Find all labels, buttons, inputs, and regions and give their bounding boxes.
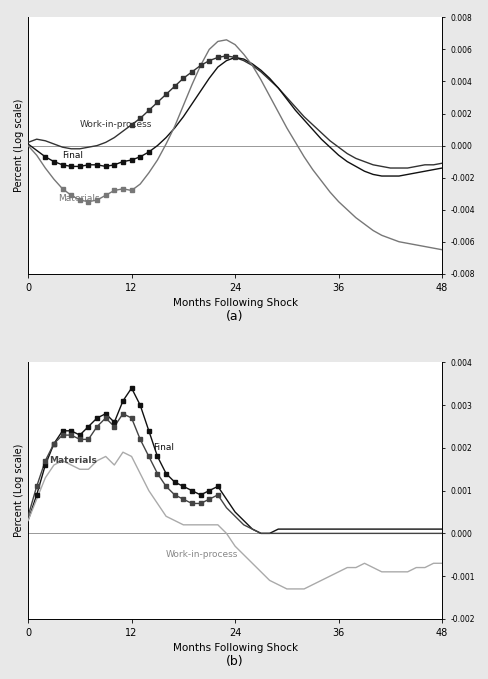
Y-axis label: Percent (Log scale): Percent (Log scale) [14, 99, 24, 192]
Y-axis label: Percent (Log scale): Percent (Log scale) [14, 444, 24, 537]
X-axis label: Months Following Shock: Months Following Shock [172, 298, 297, 308]
Text: Materials: Materials [58, 194, 100, 203]
Text: Work-in-process: Work-in-process [166, 550, 238, 559]
Text: Final: Final [153, 443, 174, 452]
Text: Final: Final [62, 151, 83, 160]
Text: (a): (a) [226, 310, 244, 323]
X-axis label: Months Following Shock: Months Following Shock [172, 644, 297, 653]
Text: Materials: Materials [49, 456, 97, 465]
Text: (b): (b) [226, 655, 244, 667]
Text: Work-in-process: Work-in-process [80, 120, 152, 129]
